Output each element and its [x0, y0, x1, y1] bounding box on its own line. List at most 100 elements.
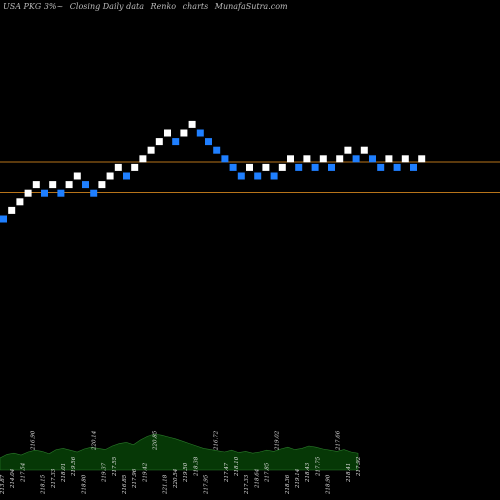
renko-brick: [401, 155, 409, 163]
renko-brick: [360, 146, 368, 154]
renko-brick: [410, 163, 417, 171]
renko-brick: [229, 163, 237, 171]
renko-brick: [49, 181, 57, 189]
renko-brick: [418, 155, 426, 163]
bottom-label: 218.36: [285, 474, 291, 495]
renko-brick: [32, 181, 40, 189]
renko-brick: [57, 189, 65, 197]
renko-brick: [237, 172, 245, 180]
renko-brick: [287, 155, 294, 163]
renko-brick: [131, 163, 139, 171]
renko-brick: [98, 181, 106, 189]
bottom-label: 217.66: [336, 430, 342, 451]
chart-type: Renko: [150, 2, 177, 11]
renko-brick: [65, 181, 73, 189]
bottom-label: 221.18: [163, 474, 169, 495]
bottom-label: 217.55: [112, 456, 118, 477]
site-name: MunafaSutra.com: [214, 2, 288, 11]
bottom-label: 217.75: [315, 456, 321, 477]
renko-brick: [295, 163, 303, 171]
bottom-label: 217.33: [244, 474, 250, 495]
bottom-label: 213.87: [0, 474, 6, 495]
renko-brick: [270, 172, 278, 180]
bottom-label: 220.54: [173, 468, 179, 489]
renko-brick: [139, 155, 147, 163]
renko-brick: [336, 155, 344, 163]
renko-brick: [0, 215, 7, 223]
volume-area: [0, 433, 359, 471]
renko-brick: [41, 189, 48, 197]
bottom-labels: 213.87 214.04 217.54 216.90 218.15 217.33 218.…: [0, 430, 362, 495]
renko-brick: [213, 146, 221, 154]
renko-brick: [90, 189, 98, 197]
renko-brick: [246, 163, 253, 171]
bottom-label: 216.72: [214, 430, 220, 451]
bottom-label: 218.01: [61, 463, 67, 483]
renko-brick: [385, 155, 393, 163]
renko-brick: [369, 155, 376, 163]
bottom-label: 217.85: [265, 462, 271, 483]
renko-brick: [164, 129, 171, 137]
bottom-label: 217.33: [51, 468, 57, 489]
bottom-label: 214.04: [10, 468, 16, 489]
chart-label: charts: [182, 2, 209, 11]
renko-brick: [221, 155, 229, 163]
renko-brick: [155, 138, 163, 146]
renko-brick: [106, 172, 114, 180]
bottom-label: 219.50: [183, 462, 189, 483]
renko-brick: [311, 163, 319, 171]
bottom-label: 219.14: [295, 468, 301, 489]
renko-brick: [180, 129, 188, 137]
bottom-label: 218.10: [234, 456, 240, 477]
bottom-label: 219.02: [275, 430, 281, 451]
renko-brick: [24, 189, 32, 197]
bottom-label: 218.80: [81, 474, 87, 495]
renko-brick: [344, 146, 352, 154]
bottom-label: 217.47: [224, 462, 230, 483]
renko-brick: [16, 198, 24, 206]
renko-brick: [205, 138, 212, 146]
bottom-label: 219.37: [102, 462, 108, 483]
renko-brick: [254, 172, 262, 180]
volume-fill: [0, 433, 359, 471]
bottom-label: 217.96: [132, 468, 138, 489]
bottom-label: 216.85: [122, 474, 128, 495]
bottom-label: 218.90: [326, 474, 332, 495]
renko-brick: [303, 155, 311, 163]
renko-brick: [262, 163, 270, 171]
bottom-label: 218.15: [41, 474, 47, 495]
chart-header: USA PKG 3%~ Closing Daily data Renko cha…: [3, 2, 292, 11]
bottom-label: 217.92: [356, 456, 362, 477]
renko-brick: [73, 172, 81, 180]
renko-brick: [328, 163, 335, 171]
renko-brick: [393, 163, 401, 171]
renko-brick: [82, 181, 89, 189]
bottom-label: 219.42: [142, 462, 148, 483]
ticker-label: USA PKG 3%~: [3, 2, 64, 11]
renko-brick: [8, 206, 16, 214]
renko-brick: [319, 155, 327, 163]
renko-bricks: [0, 120, 426, 223]
renko-brick: [196, 129, 204, 137]
renko-brick: [278, 163, 286, 171]
renko-brick: [352, 155, 360, 163]
renko-brick: [123, 172, 130, 180]
bottom-label: 218.38: [193, 456, 199, 477]
bottom-label: 217.54: [20, 462, 26, 483]
bottom-label: 218.43: [305, 462, 311, 483]
bottom-label: 220.14: [92, 430, 98, 451]
renko-brick: [114, 163, 122, 171]
bottom-label: 216.90: [31, 430, 37, 451]
bottom-label: 219.56: [71, 456, 77, 477]
bottom-label: 220.85: [153, 430, 159, 451]
reference-lines: [0, 161, 500, 193]
renko-brick: [188, 120, 196, 128]
bottom-label: 218.64: [254, 468, 260, 489]
bottom-label: 218.41: [346, 463, 352, 483]
renko-brick: [147, 146, 155, 154]
chart-title: Closing Daily data: [69, 2, 144, 11]
bottom-label: 217.95: [203, 474, 209, 495]
renko-brick: [377, 163, 385, 171]
